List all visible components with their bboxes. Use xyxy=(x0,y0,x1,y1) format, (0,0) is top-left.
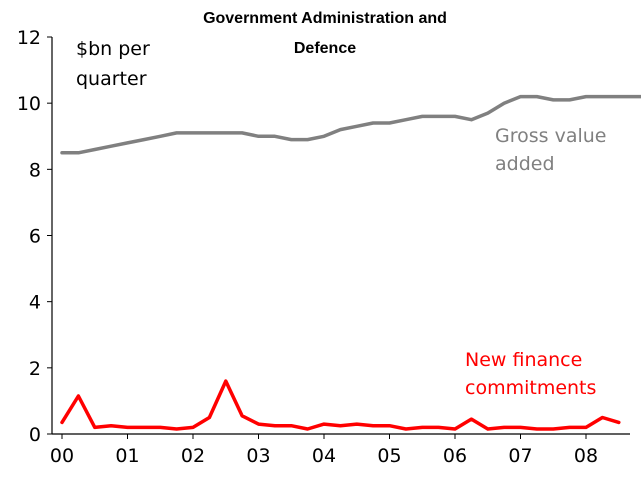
x-tick-label: 02 xyxy=(181,445,205,467)
y-tick-label: 0 xyxy=(29,424,41,446)
y-tick-label: 4 xyxy=(29,292,41,314)
x-tick-label: 04 xyxy=(312,445,336,467)
series-lines xyxy=(60,94,641,431)
y-unit-label-line1: $bn per xyxy=(76,38,150,60)
y-unit-label-line2: quarter xyxy=(76,68,147,90)
y-tick-label: 12 xyxy=(17,27,41,49)
chart-title-line1: Government Administration and xyxy=(203,10,447,27)
x-tick-label: 08 xyxy=(574,445,598,467)
y-tick-label: 8 xyxy=(29,159,41,181)
y-tick-label: 2 xyxy=(29,358,41,380)
x-tick-label: 07 xyxy=(508,445,532,467)
x-tick-label: 06 xyxy=(443,445,467,467)
y-tick-label: 6 xyxy=(29,226,41,248)
series-label-gva-line2: added xyxy=(495,153,555,175)
series-label-finance-line2: commitments xyxy=(465,377,596,399)
y-tick-label: 10 xyxy=(17,93,41,115)
series-label-gva-line1: Gross value xyxy=(495,125,606,147)
x-tick-label: 00 xyxy=(50,445,74,467)
x-tick-label: 01 xyxy=(115,445,139,467)
y-axis-ticks: 0 2 4 6 8 10 12 xyxy=(17,27,52,446)
x-tick-label: 05 xyxy=(377,445,401,467)
chart-title-line2: Defence xyxy=(294,40,356,57)
x-tick-label: 03 xyxy=(246,445,270,467)
axes xyxy=(51,37,630,435)
series-label-finance-line1: New finance xyxy=(465,349,582,371)
series-line-new-finance-commitments xyxy=(60,379,621,431)
series-line-gross-value-added xyxy=(60,94,641,155)
x-axis-ticks: 00 01 02 03 04 05 06 07 08 xyxy=(50,434,598,467)
